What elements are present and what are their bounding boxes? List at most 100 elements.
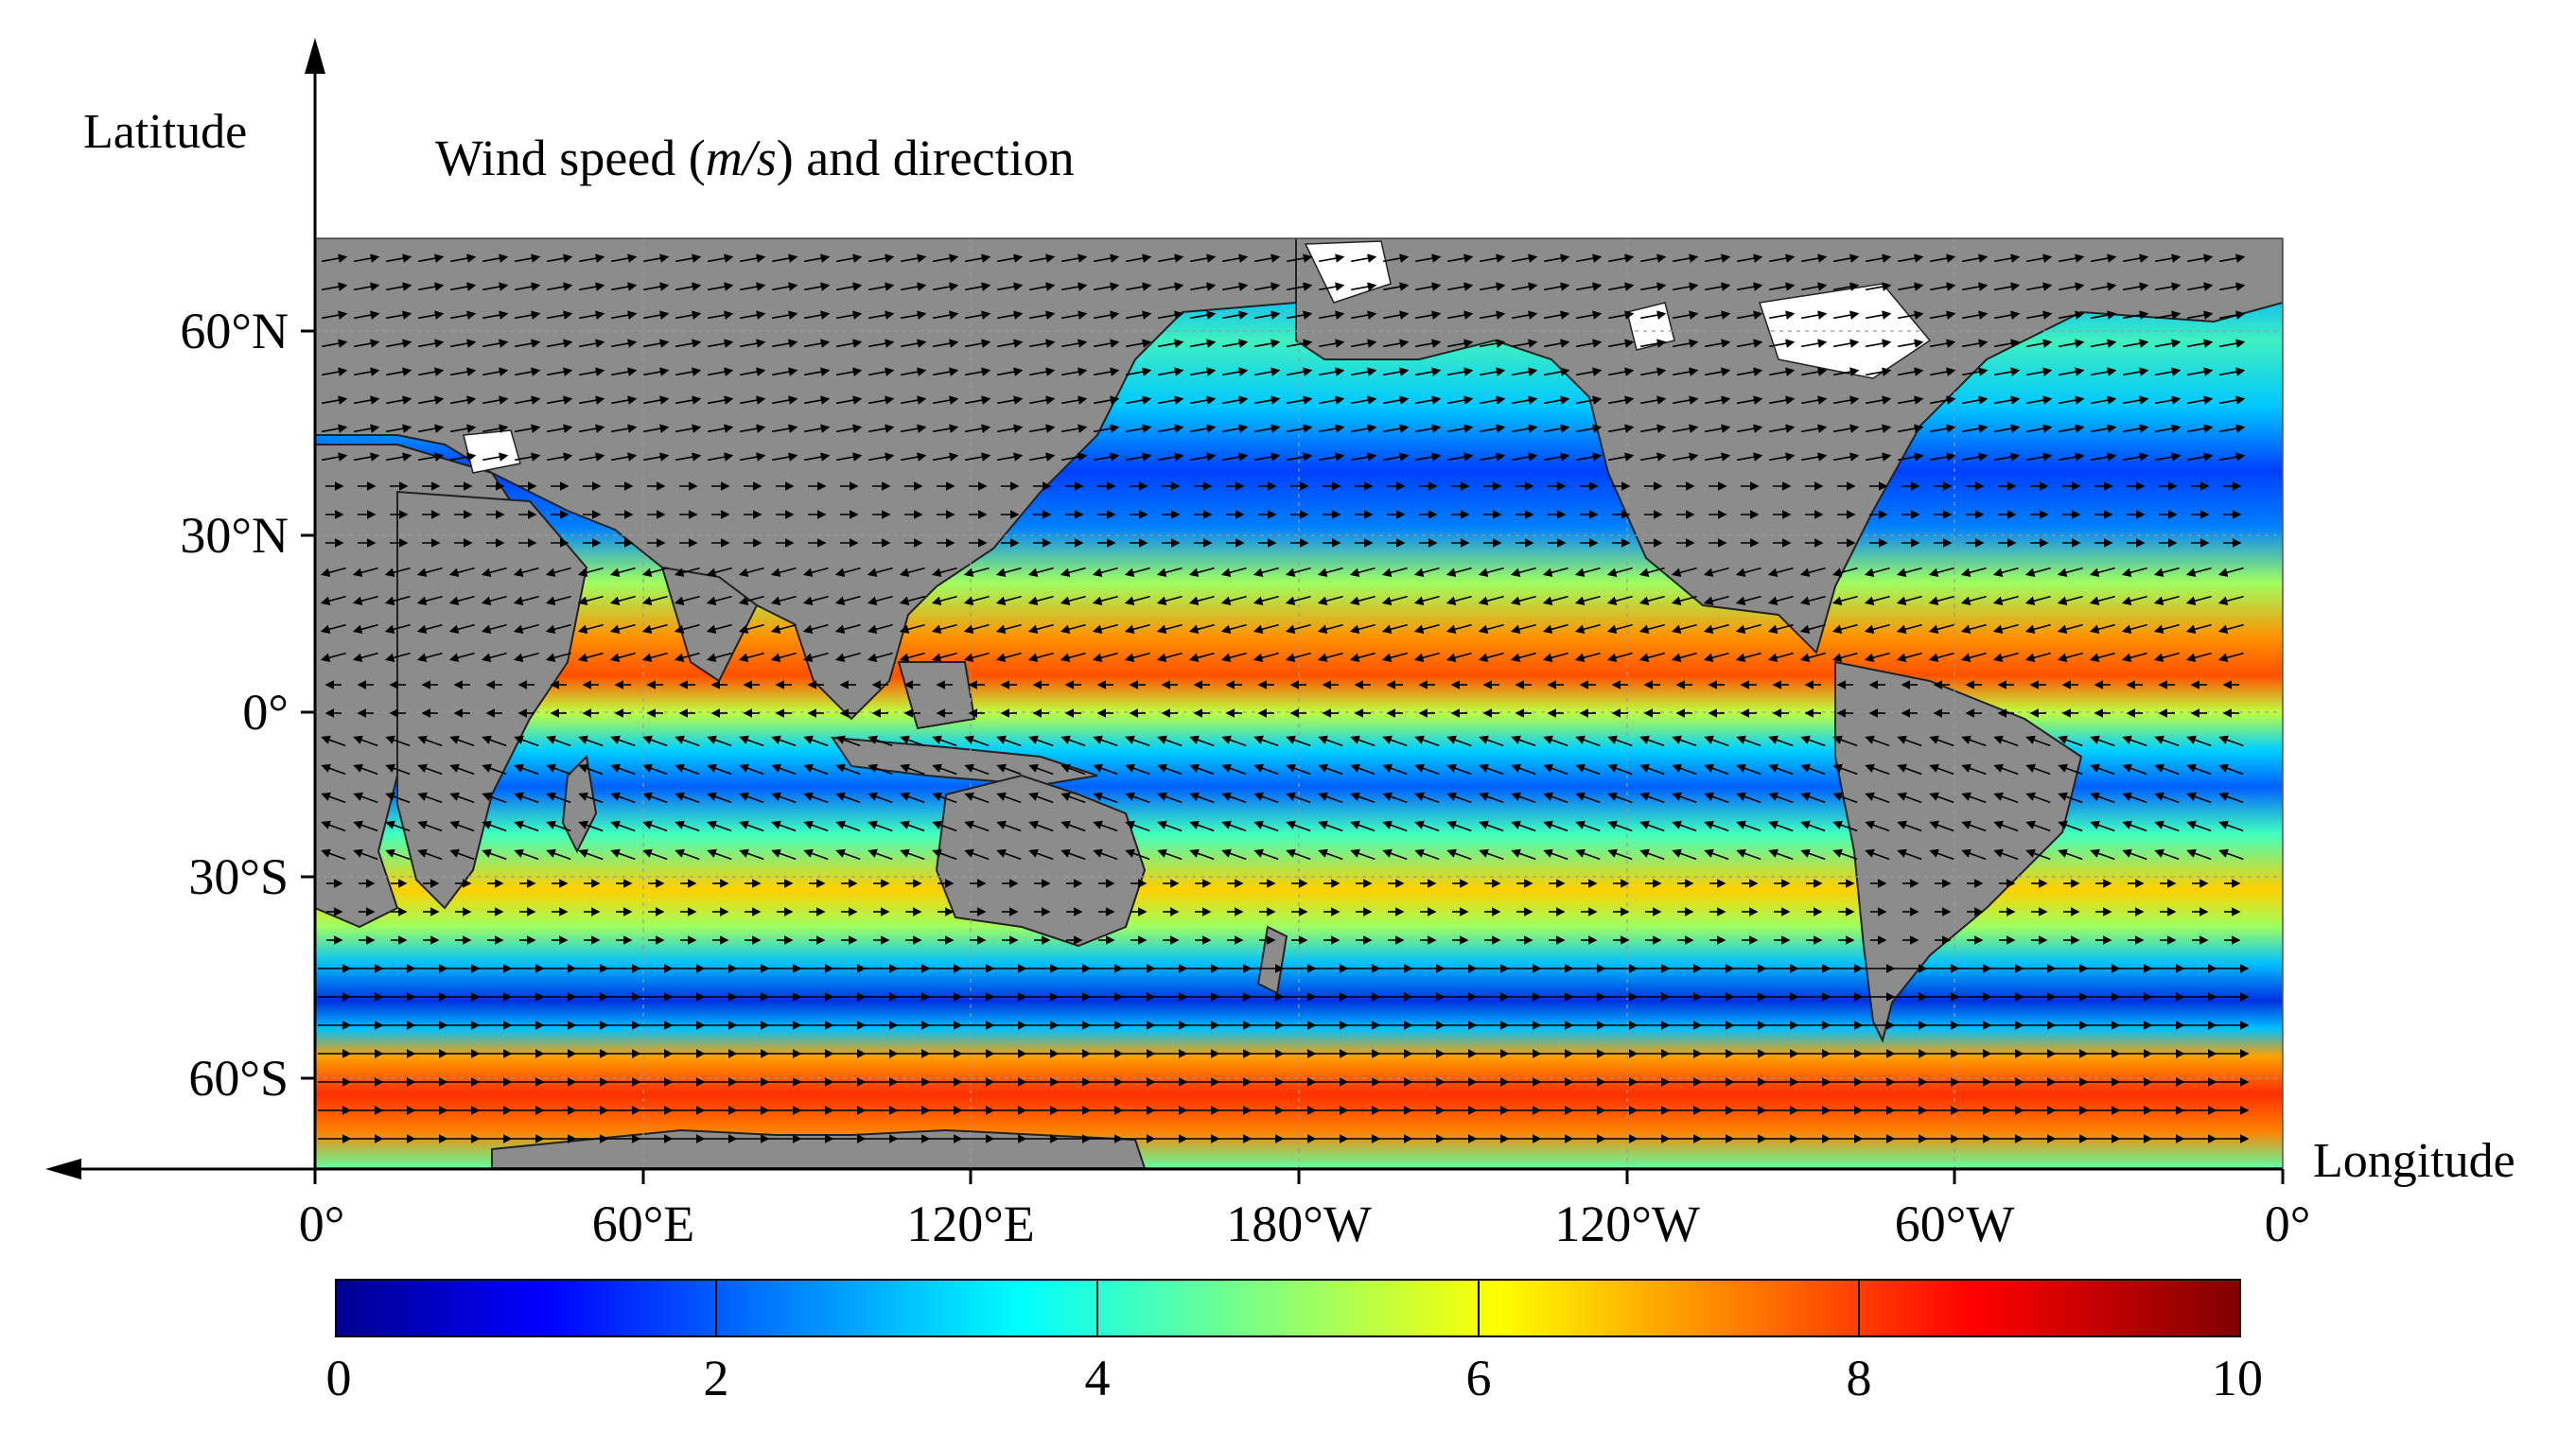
wind-arrow — [1027, 595, 1054, 605]
wind-arrow — [547, 452, 573, 462]
wind-arrow — [834, 567, 861, 577]
wind-arrow — [1285, 623, 1311, 634]
wind-arrow — [1898, 395, 1924, 405]
wind-arrow — [1447, 367, 1474, 376]
wind-arrow — [641, 623, 668, 634]
wind-arrow — [708, 282, 734, 291]
wind-arrow — [320, 595, 346, 605]
wind-arrow — [384, 595, 411, 605]
wind-arrow — [1094, 424, 1120, 433]
wind-arrow — [2153, 567, 2180, 577]
wind-arrow — [1220, 595, 1247, 605]
wind-arrow — [547, 395, 573, 405]
wind-arrow — [515, 310, 541, 320]
wind-arrow — [2185, 567, 2212, 577]
wind-arrow — [1285, 595, 1311, 605]
wind-arrow — [2059, 339, 2085, 348]
wind-arrow — [1381, 623, 1408, 634]
wind-arrow — [2121, 595, 2147, 605]
wind-arrow — [1254, 367, 1281, 376]
wind-arrow — [1930, 253, 1956, 263]
wind-arrow — [740, 282, 766, 291]
wind-arrow — [418, 282, 445, 291]
wind-arrow — [1864, 595, 1890, 605]
wind-arrow — [579, 367, 605, 376]
wind-arrow — [1896, 567, 1922, 577]
wind-arrow — [2059, 310, 2085, 320]
wind-arrow — [1544, 424, 1570, 433]
wind-arrow — [997, 282, 1024, 291]
wind-arrow — [1446, 567, 1472, 577]
wind-arrow — [2059, 452, 2085, 462]
wind-arrow — [901, 282, 927, 291]
wind-arrow — [1158, 282, 1184, 291]
wind-arrow — [1253, 567, 1279, 577]
wind-arrow — [2219, 395, 2246, 405]
wind-arrow — [2187, 367, 2214, 376]
wind-arrow — [1638, 567, 1665, 577]
lat-label-30s: 30°S — [188, 848, 289, 905]
wind-arrow — [963, 567, 990, 577]
wind-arrow — [416, 623, 443, 634]
wind-arrow — [1992, 567, 2019, 577]
wind-arrow — [675, 367, 702, 376]
wind-arrow — [997, 452, 1024, 462]
wind-arrow — [386, 395, 412, 405]
wind-arrow — [386, 367, 412, 376]
wind-arrow — [1512, 367, 1538, 376]
wind-arrow — [1222, 452, 1249, 462]
wind-arrow — [1737, 367, 1763, 376]
wind-arrow — [322, 253, 348, 263]
wind-arrow — [802, 623, 829, 634]
wind-arrow — [1673, 253, 1699, 263]
wind-arrow — [545, 595, 571, 605]
wind-arrow — [1928, 567, 1954, 577]
wind-arrow — [482, 253, 509, 263]
wind-arrow — [481, 595, 507, 605]
wind-arrow — [1737, 282, 1763, 291]
wind-arrow — [1544, 253, 1570, 263]
wind-arrow — [2091, 424, 2117, 433]
wind-arrow — [675, 310, 702, 320]
wind-arrow — [1415, 339, 1442, 348]
wind-arrow — [1769, 282, 1796, 291]
wind-arrow — [706, 623, 732, 634]
wind-arrow — [577, 567, 604, 577]
wind-arrow — [804, 253, 831, 263]
wind-arrow — [1608, 452, 1635, 462]
wind-arrow — [1703, 567, 1729, 577]
wind-arrow — [1480, 339, 1506, 348]
wind-arrow — [1769, 367, 1796, 376]
wind-arrow — [611, 424, 638, 433]
wind-arrow — [1126, 367, 1152, 376]
wind-arrow — [965, 310, 991, 320]
wind-arrow — [1287, 282, 1313, 291]
wind-arrow — [1190, 339, 1217, 348]
wind-arrow — [772, 424, 798, 433]
wind-arrow — [1671, 623, 1697, 634]
wind-arrow — [965, 367, 991, 376]
wind-arrow — [354, 424, 380, 433]
wind-arrow — [1671, 567, 1697, 577]
wind-arrow — [2026, 452, 2053, 462]
wind-arrow — [1735, 567, 1761, 577]
wind-arrow — [965, 395, 991, 405]
wind-arrow — [418, 395, 445, 405]
wind-arrow — [1866, 253, 1892, 263]
wind-arrow — [1029, 452, 1056, 462]
wind-arrow — [354, 339, 380, 348]
wind-arrow — [965, 339, 991, 348]
wind-arrow — [2057, 595, 2083, 605]
wind-arrow — [1928, 595, 1954, 605]
wind-arrow — [836, 310, 863, 320]
wind-arrow — [2121, 567, 2147, 577]
wind-arrow — [2219, 282, 2246, 291]
wind-arrow — [1930, 310, 1956, 320]
wind-arrow — [611, 395, 638, 405]
wind-arrow — [1383, 424, 1410, 433]
wind-arrow — [1351, 282, 1377, 291]
wind-arrow — [2219, 367, 2246, 376]
wind-arrow — [1638, 623, 1665, 634]
wind-arrow — [708, 395, 734, 405]
wind-arrow — [868, 339, 895, 348]
